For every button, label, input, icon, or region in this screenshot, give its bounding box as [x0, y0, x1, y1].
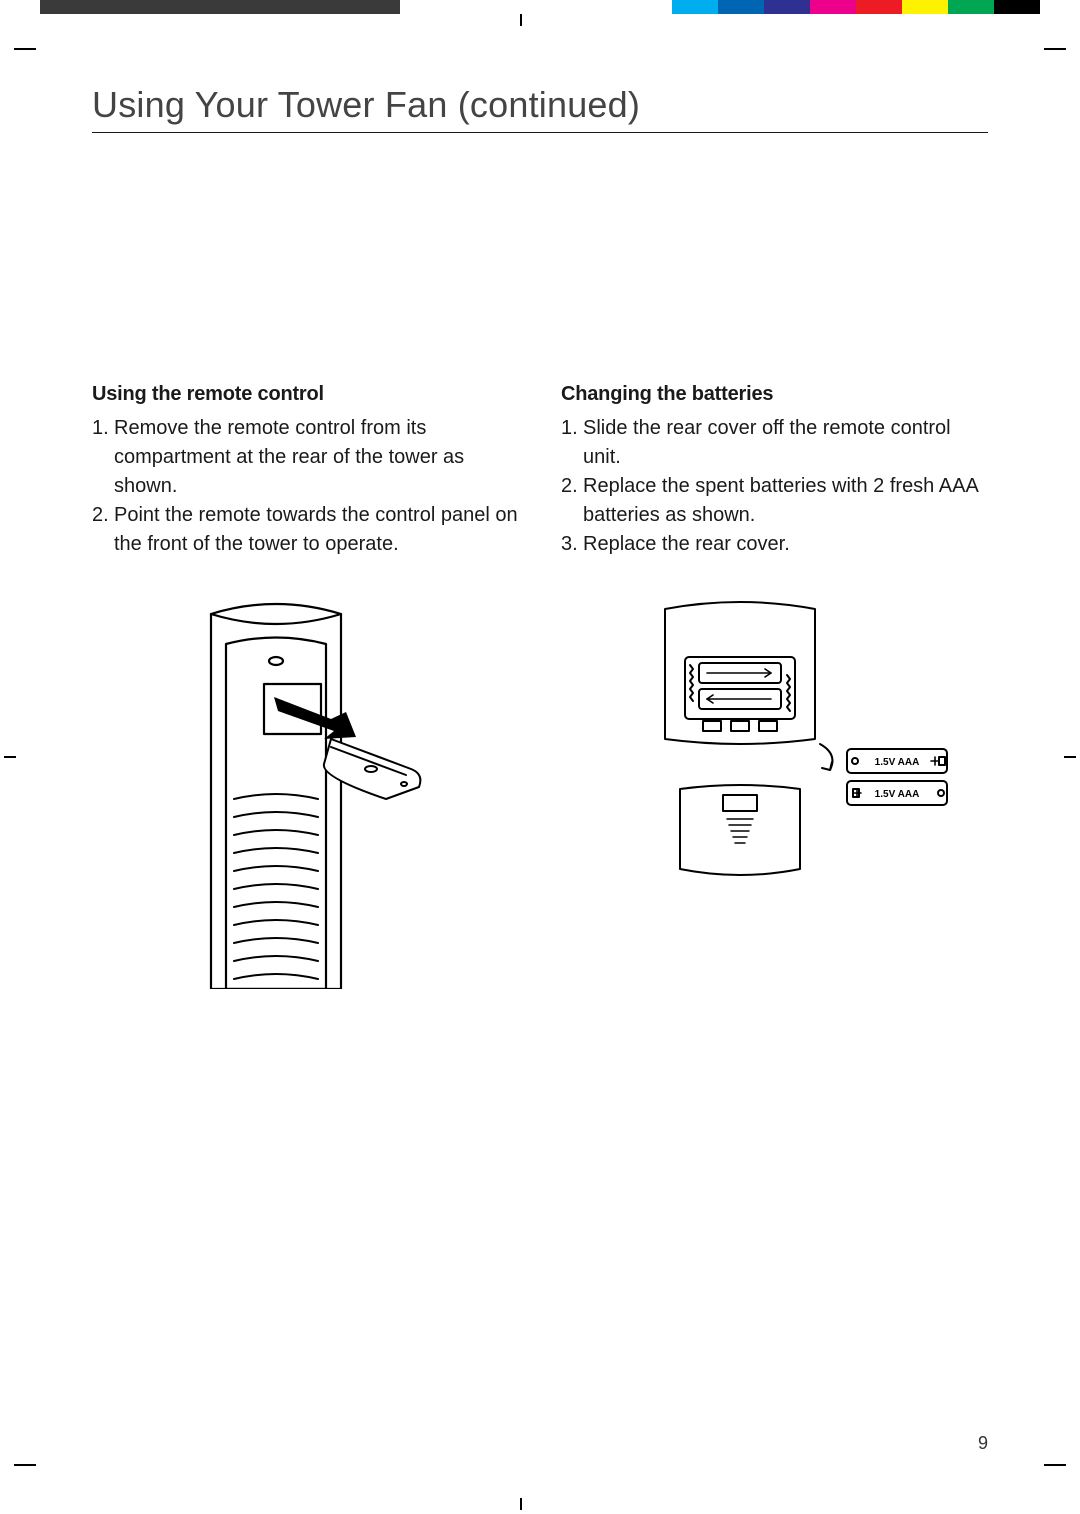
center-tick-right — [1064, 756, 1076, 758]
reg-green — [948, 0, 994, 14]
step-text: Remove the remote control from its compa… — [114, 414, 519, 501]
step-text: Point the remote towards the control pan… — [114, 501, 519, 559]
crop-mark — [1044, 48, 1066, 50]
manual-page: Using Your Tower Fan (continued) Using t… — [0, 0, 1080, 1514]
tower-remote-figure — [92, 589, 519, 994]
step-text: Replace the rear cover. — [583, 530, 790, 559]
step-number: 2. — [561, 472, 583, 530]
grey-bar — [40, 0, 400, 14]
step-text: Slide the rear cover off the remote cont… — [583, 414, 988, 472]
left-column: Using the remote control 1. Remove the r… — [92, 383, 519, 994]
list-item: 3. Replace the rear cover. — [561, 530, 988, 559]
reg-yellow — [902, 0, 948, 14]
remote-battery-illustration-icon: 1.5V AAA 1.5V AAA — [595, 589, 955, 889]
right-column: Changing the batteries 1. Slide the rear… — [561, 383, 988, 994]
list-item: 2. Point the remote towards the control … — [92, 501, 519, 559]
right-steps-list: 1. Slide the rear cover off the remote c… — [561, 414, 988, 559]
step-number: 3. — [561, 530, 583, 559]
step-text: Replace the spent batteries with 2 fresh… — [583, 472, 988, 530]
title-rule — [92, 132, 988, 133]
list-item: 2. Replace the spent batteries with 2 fr… — [561, 472, 988, 530]
crop-mark — [1044, 1464, 1066, 1466]
tower-fan-illustration-icon — [156, 589, 456, 989]
reg-cyan — [672, 0, 718, 14]
center-tick-bottom — [520, 1498, 522, 1510]
page-title: Using Your Tower Fan (continued) — [92, 84, 988, 126]
reg-blue — [718, 0, 764, 14]
reg-red — [856, 0, 902, 14]
list-item: 1. Remove the remote control from its co… — [92, 414, 519, 501]
crop-mark — [14, 48, 36, 50]
battery-label-2: 1.5V AAA — [874, 789, 919, 800]
reg-magenta — [810, 0, 856, 14]
left-subheading: Using the remote control — [92, 383, 519, 406]
page-content: Using Your Tower Fan (continued) Using t… — [92, 84, 988, 994]
reg-indigo — [764, 0, 810, 14]
battery-change-figure: 1.5V AAA 1.5V AAA — [561, 589, 988, 894]
page-number: 9 — [978, 1433, 988, 1454]
center-tick-top — [520, 14, 522, 26]
center-tick-left — [4, 756, 16, 758]
printer-top-bar — [0, 0, 1080, 14]
crop-mark — [14, 1464, 36, 1466]
left-steps-list: 1. Remove the remote control from its co… — [92, 414, 519, 559]
battery-label-1: 1.5V AAA — [874, 757, 919, 768]
two-column-layout: Using the remote control 1. Remove the r… — [92, 383, 988, 994]
color-registration-bar — [672, 0, 1040, 14]
step-number: 1. — [561, 414, 583, 472]
right-subheading: Changing the batteries — [561, 383, 988, 406]
reg-black — [994, 0, 1040, 14]
step-number: 1. — [92, 414, 114, 501]
step-number: 2. — [92, 501, 114, 559]
list-item: 1. Slide the rear cover off the remote c… — [561, 414, 988, 472]
